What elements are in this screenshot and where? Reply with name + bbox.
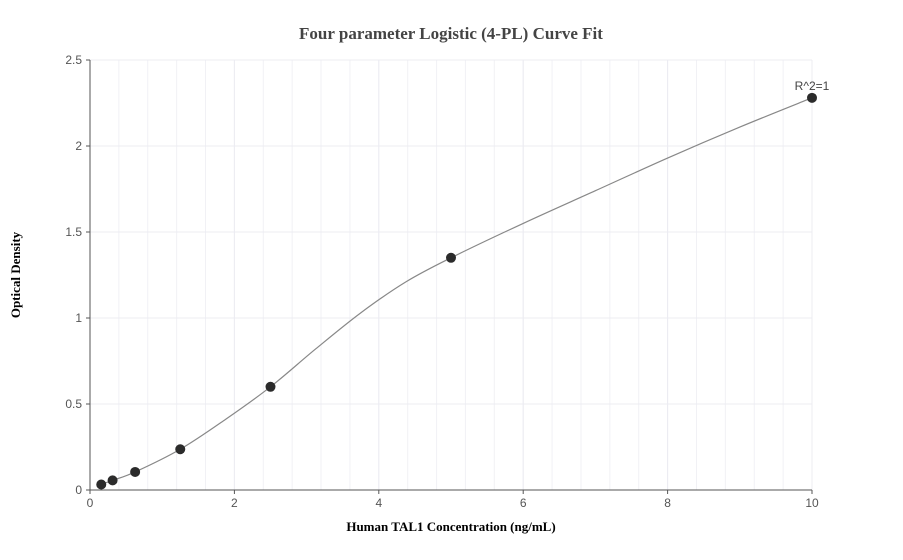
x-tick-label: 2 — [231, 496, 238, 510]
r-squared-annotation: R^2=1 — [795, 79, 830, 93]
data-point — [107, 475, 118, 486]
x-tick-labels: 0 2 4 6 8 10 — [87, 496, 819, 510]
data-points — [96, 92, 817, 490]
x-tick-label: 4 — [375, 496, 382, 510]
y-tick-label: 0 — [75, 483, 82, 497]
data-point — [446, 252, 456, 263]
axes — [86, 59, 813, 494]
data-point — [265, 381, 276, 392]
data-point — [130, 466, 141, 477]
fit-curve — [101, 97, 813, 486]
x-tick-label: 8 — [664, 496, 671, 510]
x-tick-label: 10 — [805, 496, 819, 510]
y-tick-label: 1 — [75, 311, 82, 325]
data-point — [96, 479, 107, 490]
fit-curve-group — [101, 97, 813, 486]
data-point — [807, 92, 817, 103]
y-tick-labels: 0 0.5 1 1.5 2 2.5 — [65, 53, 82, 497]
y-tick-label: 2 — [75, 139, 82, 153]
x-axis-title: Human TAL1 Concentration (ng/mL) — [346, 519, 555, 534]
y-axis-title: Optical Density — [8, 231, 23, 318]
y-tick-label: 0.5 — [65, 397, 82, 411]
y-tick-label: 2.5 — [65, 53, 82, 67]
chart-title: Four parameter Logistic (4-PL) Curve Fit — [299, 24, 603, 43]
data-point — [175, 444, 186, 455]
y-tick-label: 1.5 — [65, 225, 82, 239]
x-tick-label: 0 — [87, 496, 94, 510]
x-tick-label: 6 — [520, 496, 527, 510]
grid — [89, 59, 813, 491]
